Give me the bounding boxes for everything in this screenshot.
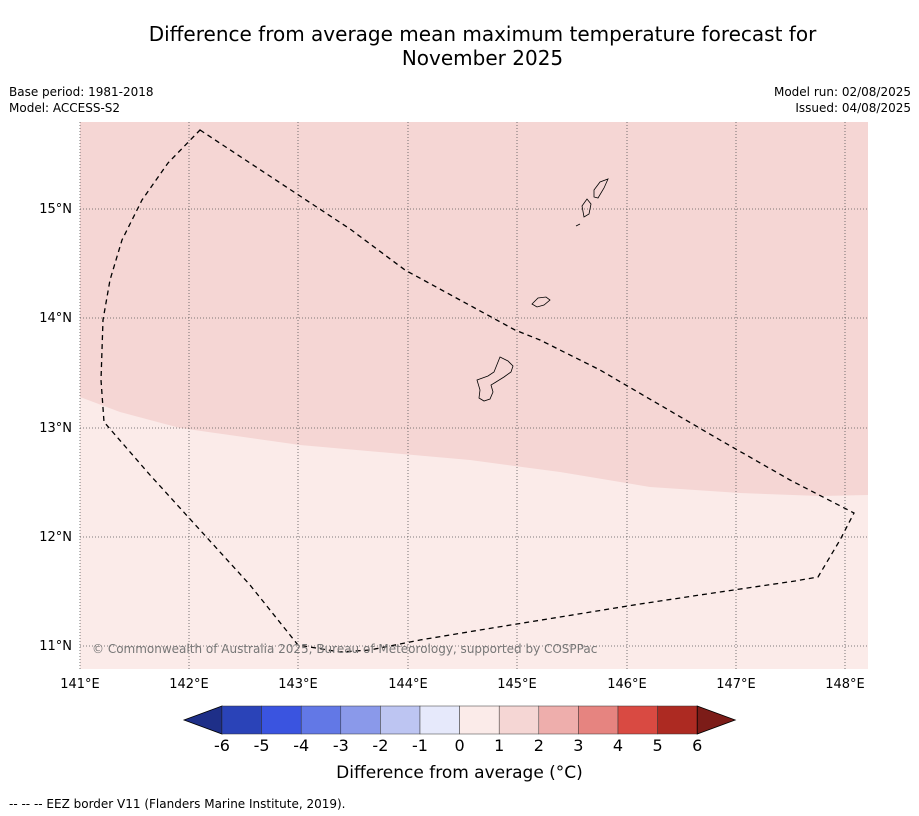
title-line-2: November 2025	[401, 46, 564, 70]
meta-right: Model run: 02/08/2025 Issued: 04/08/2025	[774, 84, 911, 116]
colorbar-swatch	[221, 705, 262, 735]
colorbar-swatch	[300, 705, 342, 735]
base-period: Base period: 1981-2018	[9, 85, 154, 99]
colorbar-extend-high	[696, 705, 737, 735]
lon-label: 148°E	[825, 677, 865, 692]
map-panel: © Commonwealth of Australia 2025, Bureau…	[79, 122, 868, 669]
colorbar-swatch	[340, 705, 381, 735]
colorbar-swatch	[498, 705, 540, 735]
island-tinian	[581, 198, 592, 218]
colorbar-tick-label: -5	[254, 736, 270, 755]
colorbar-tick-label: -3	[333, 736, 349, 755]
eez-border	[100, 129, 855, 653]
copyright-text: © Commonwealth of Australia 2025, Bureau…	[92, 642, 597, 656]
colorbar-swatch	[657, 705, 698, 735]
lon-label: 145°E	[497, 677, 537, 692]
lat-label: 15°N	[39, 202, 72, 217]
colorbar-swatch	[419, 705, 460, 735]
colorbar-tick-label: -4	[293, 736, 309, 755]
lon-label: 141°E	[60, 677, 100, 692]
island-saipan	[593, 178, 609, 199]
colorbar-swatch	[538, 705, 579, 735]
colorbar-extend-low	[182, 705, 223, 735]
meta-left: Base period: 1981-2018 Model: ACCESS-S2	[9, 84, 154, 116]
colorbar-tick-label: 0	[455, 736, 465, 755]
colorbar-swatch	[261, 705, 302, 735]
lat-label: 11°N	[39, 639, 72, 654]
colorbar-tick-label: 6	[692, 736, 702, 755]
colorbar-swatch	[380, 705, 421, 735]
colorbar-title: Difference from average (°C)	[336, 763, 583, 783]
lon-label: 147°E	[716, 677, 756, 692]
colorbar-swatch	[578, 705, 619, 735]
title-line-1: Difference from average mean maximum tem…	[148, 22, 817, 46]
lon-label: 146°E	[607, 677, 647, 692]
colorbar-tick-label: -1	[412, 736, 428, 755]
lat-labels: 15°N 14°N 13°N 12°N 11°N	[39, 202, 72, 654]
colorbar-swatch	[617, 705, 658, 735]
colorbar-tick-label: 1	[494, 736, 504, 755]
model-run: Model run: 02/08/2025	[773, 85, 911, 99]
island-rota	[531, 296, 551, 308]
lat-label: 12°N	[39, 530, 72, 545]
lat-label: 13°N	[39, 421, 72, 436]
colorbar-tick-label: 5	[653, 736, 663, 755]
colorbar-tick-label: -6	[214, 736, 230, 755]
lon-label: 142°E	[169, 677, 209, 692]
island-aguijan	[575, 223, 581, 227]
lat-label: 14°N	[39, 311, 72, 326]
colorbar-tick-label: 2	[534, 736, 544, 755]
colorbar-tick-label: -2	[372, 736, 388, 755]
colorbar-labels: -6 -5 -4 -3 -2 -1 0 1 2 3 4 5 6	[214, 736, 702, 755]
colorbar-swatch	[459, 705, 500, 735]
lon-label: 144°E	[388, 677, 428, 692]
colorbar-tick-label: 3	[573, 736, 583, 755]
model-name: Model: ACCESS-S2	[9, 101, 121, 115]
colorbar-tick-label: 4	[613, 736, 623, 755]
island-guam	[476, 356, 514, 402]
lon-labels: 141°E 142°E 143°E 144°E 145°E 146°E 147°…	[60, 677, 865, 692]
lon-label: 143°E	[278, 677, 318, 692]
region-1-to-2	[80, 122, 868, 496]
issued-date: Issued: 04/08/2025	[795, 101, 911, 115]
colorbar	[182, 705, 737, 735]
chart-title: Difference from average mean maximum tem…	[0, 22, 919, 70]
islands	[476, 178, 609, 402]
footnote: -- -- -- EEZ border V11 (Flanders Marine…	[9, 797, 346, 811]
gridlines	[79, 122, 868, 669]
